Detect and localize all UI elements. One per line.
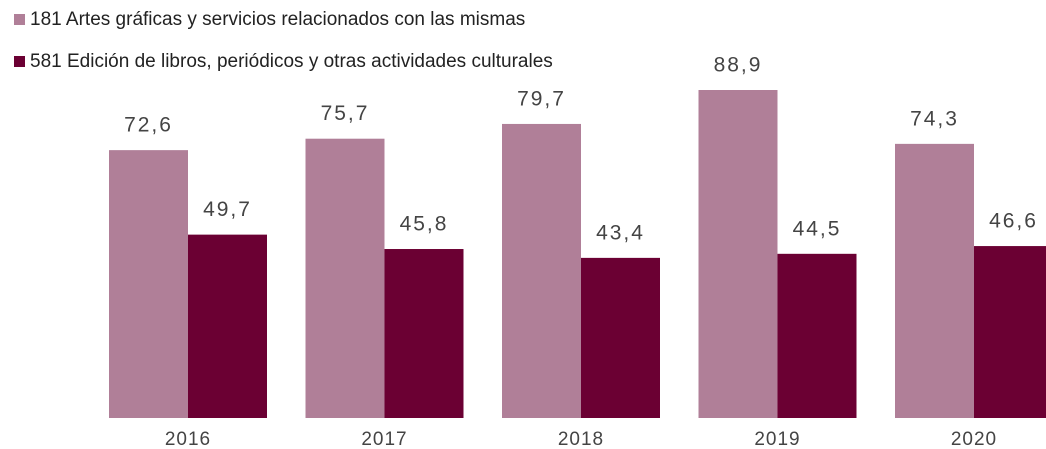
x-tick-label: 2020	[951, 429, 997, 449]
bar	[581, 257, 660, 418]
value-label: 44,5	[793, 217, 842, 240]
bar	[305, 138, 385, 419]
value-label: 88,9	[714, 54, 763, 77]
value-label: 74,3	[910, 107, 959, 130]
legend-swatch	[14, 56, 25, 67]
x-tick-label: 2018	[558, 429, 604, 449]
x-tick-label: 2019	[754, 429, 800, 449]
value-label: 79,7	[517, 87, 566, 110]
value-label: 46,6	[989, 210, 1038, 233]
bar	[895, 143, 974, 419]
bar	[502, 123, 581, 418]
legend-label: 581 Edición de libros, periódicos y otra…	[30, 51, 553, 72]
bar	[188, 234, 267, 418]
value-label: 75,7	[321, 102, 370, 125]
x-tick-label: 2017	[361, 429, 407, 449]
x-tick-label: 2016	[165, 429, 211, 449]
bar	[777, 253, 857, 418]
bar	[698, 90, 778, 418]
legend-label: 181 Artes gráficas y servicios relaciona…	[30, 9, 525, 30]
bar	[109, 150, 188, 419]
value-label: 72,6	[124, 114, 173, 137]
value-label: 43,4	[596, 221, 645, 244]
bar	[384, 249, 464, 418]
value-label: 49,7	[203, 198, 252, 221]
legend-swatch	[14, 14, 25, 25]
value-label: 45,8	[400, 213, 449, 236]
bar	[974, 246, 1046, 418]
